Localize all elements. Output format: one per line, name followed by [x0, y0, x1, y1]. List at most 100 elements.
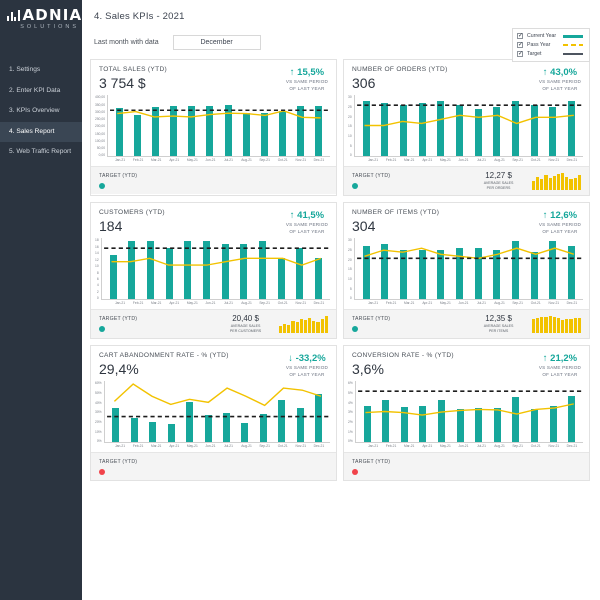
- x-tick-label: Nov-21: [548, 158, 560, 163]
- y-tick-label: 250,00: [95, 117, 106, 122]
- y-tick-label: 18: [95, 238, 99, 243]
- x-tick-label: Dec-21: [566, 301, 578, 306]
- sparkline-bar: [552, 316, 556, 333]
- sidebar-item-sales-report[interactable]: 4. Sales Report: [0, 121, 82, 143]
- sparkline-bar: [573, 178, 577, 190]
- sidebar-item-enter-kpi-data[interactable]: 2. Enter KPI Data: [9, 86, 61, 94]
- kpi-delta-caption: VS SAME PERIOD OF LAST YEAR: [538, 222, 581, 234]
- chart-bar: [170, 106, 178, 157]
- x-tick-label: Aug-21: [241, 301, 252, 306]
- y-tick-label: 50%: [95, 390, 102, 395]
- x-axis: Jan-21 Feb-21 Mar-21 Apr-21 May-21 Jun-21 Jul-…: [362, 300, 583, 305]
- kpi-card-grid: TOTAL SALES (YTD) 3 754 $ ↑ 15,5% VS SAME P…: [90, 59, 590, 482]
- x-tick-label: Jun-21: [458, 158, 469, 163]
- x-tick-label: Jan-21: [114, 444, 126, 449]
- y-axis: 400,00 350,00 300,00 250,00 200,00 150,00 100,…: [95, 95, 107, 157]
- chart-bar: [202, 240, 210, 300]
- x-tick-label: Jul-21: [477, 301, 486, 306]
- kpi-delta: ↑ 41,5%: [289, 210, 325, 221]
- sidebar-item-kpis-overview[interactable]: 3. KPIs Overview: [9, 107, 60, 115]
- sparkline-bar: [556, 317, 561, 333]
- x-tick-label: May-21: [186, 158, 198, 163]
- y-tick-label: 12: [95, 257, 99, 262]
- last-month-select[interactable]: December: [172, 35, 261, 50]
- chart-overlay: [106, 383, 328, 418]
- x-tick-label: Feb-21: [132, 444, 144, 449]
- x-tick-label: May-21: [439, 301, 451, 306]
- chart-bar: [475, 408, 483, 443]
- sparkline-bar: [303, 320, 308, 333]
- chart-bar: [296, 408, 304, 443]
- x-tick-label: Mar-21: [150, 301, 162, 306]
- chart-bar: [381, 243, 389, 300]
- kpi-card-left: NUMBER OF ORDERS (YTD) 306: [352, 66, 448, 92]
- kpi-card-header: TOTAL SALES (YTD) 3 754 $ ↑ 15,5% VS SAME P…: [91, 60, 336, 92]
- sidebar-item-settings[interactable]: 1. Settings: [9, 66, 41, 73]
- chart-bar: [109, 254, 117, 300]
- legend-swatch-icon: [563, 43, 583, 47]
- x-tick-label: Jan-21: [367, 444, 379, 449]
- y-tick-label: 30: [348, 238, 352, 243]
- kpi-delta: ↑ 21,2%: [542, 353, 578, 364]
- pass-year-line: [113, 383, 321, 407]
- chart-bar: [279, 110, 287, 157]
- chart-bar: [512, 396, 520, 443]
- sidebar-nav: 1. Settings 2. Enter KPI Data 3. KPIs Ov…: [0, 60, 82, 163]
- chart-bar: [259, 414, 267, 443]
- chart-overlay: [103, 247, 328, 267]
- chart-bar: [315, 257, 323, 300]
- chart-bar: [362, 245, 370, 300]
- y-tick-label: 350,00: [95, 102, 106, 107]
- kpi-chart: 18 16 14 12 10 8 6 4 2 0 Jan-21 Feb-21 Mar-21 Apr-21 M…: [91, 235, 336, 305]
- x-tick-label: Mar-21: [150, 158, 162, 163]
- x-tick-label: Jun-21: [205, 158, 216, 163]
- legend-checkbox-icon[interactable]: [517, 50, 523, 58]
- y-tick-label: 4%: [348, 400, 353, 405]
- y-tick-label: 2: [96, 289, 99, 294]
- target-label: TARGET (YTD): [352, 458, 391, 465]
- sidebar-item-web-traffic-report[interactable]: 5. Web Traffic Report: [9, 148, 72, 156]
- kpi-chart: 30 25 20 15 10 5 0 Jan-21 Feb-21 Mar-21 Apr-21 May-…: [344, 235, 589, 305]
- y-tick-label: 40%: [95, 400, 102, 405]
- page-title: 4. Sales KPIs - 2021: [94, 11, 185, 22]
- legend-checkbox-icon[interactable]: [517, 41, 523, 49]
- filter-row: Last month with data December: [94, 35, 590, 50]
- chart-bar: [260, 113, 268, 157]
- chart-bar: [437, 400, 445, 443]
- kpi-card: NUMBER OF ITEMS (YTD) 304 ↑ 12,6% VS SAME P…: [343, 202, 590, 339]
- x-tick-label: Feb-21: [132, 158, 144, 163]
- plot-area: [353, 95, 583, 158]
- sparkline-bar: [577, 317, 581, 333]
- sparkline-bar: [540, 316, 544, 333]
- logo-subtitle: SOLUTIONS: [20, 24, 79, 30]
- pass-year-line: [363, 247, 574, 260]
- chart-bar: [549, 406, 557, 443]
- kpi-card-left: CUSTOMERS (YTD) 184: [99, 209, 165, 235]
- x-tick-label: Dec-21: [313, 158, 325, 163]
- y-tick-label: 0: [96, 296, 99, 301]
- x-tick-label: Nov-21: [548, 444, 560, 449]
- x-tick-label: Mar-21: [150, 444, 162, 449]
- legend-item-current-year[interactable]: Current Year: [517, 32, 583, 40]
- kpi-chart: 6% 5% 4% 3% 2% 1% 0% Jan-21 Feb-21 Mar-21 Apr-21 Ma…: [344, 378, 589, 448]
- sparkline-bar: [561, 320, 565, 333]
- x-tick-label: Mar-21: [403, 301, 415, 306]
- x-axis: Jan-21 Feb-21 Mar-21 Apr-21 May-21 Jun-21 Jul-…: [109, 300, 330, 305]
- chart-bar: [165, 247, 173, 300]
- sparkline-bar: [324, 315, 328, 333]
- plot-area: [107, 95, 330, 158]
- legend-item-target[interactable]: Target: [517, 50, 583, 58]
- kpi-delta-caption: VS SAME PERIOD OF LAST YEAR: [538, 365, 581, 377]
- legend-checkbox-icon[interactable]: [517, 32, 523, 40]
- chart-bar: [115, 108, 123, 157]
- chart-bar: [474, 247, 482, 300]
- x-tick-label: Jun-21: [458, 301, 469, 306]
- kpi-title: CONVERSION RATE - % (YTD): [352, 352, 454, 359]
- sparkline-bars: [273, 315, 328, 333]
- x-tick-label: Oct-21: [277, 444, 288, 449]
- legend-swatch-icon: [563, 34, 583, 38]
- legend-item-pass-year[interactable]: Pass Year: [517, 41, 583, 49]
- target-label: TARGET (YTD): [352, 316, 391, 323]
- kpi-title: NUMBER OF ORDERS (YTD): [352, 66, 448, 73]
- y-tick-label: 8: [96, 270, 99, 275]
